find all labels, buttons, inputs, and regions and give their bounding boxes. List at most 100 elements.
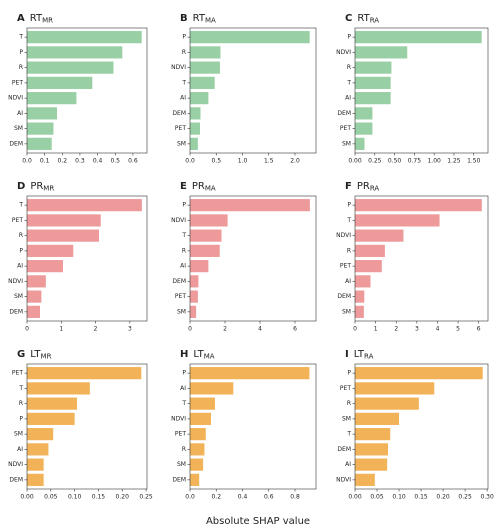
title-subscript: MA [205,17,216,25]
x-tick-label: 0.05 [370,494,384,501]
panel-title: D PRMR [17,181,54,193]
y-tick-label: DEM [337,446,351,453]
bar [355,31,482,44]
bar [190,443,205,456]
x-tick-label: 0.25 [139,494,153,501]
title-subscript: MA [204,353,215,361]
title-main: PR [192,181,205,192]
bar [355,290,365,303]
y-tick-label: NDVI [336,232,351,239]
bar [190,397,215,410]
bar [190,290,198,303]
bar [190,46,221,59]
y-tick-label: T [181,400,186,407]
y-tick-label: SM [342,415,351,422]
title-subscript: MR [42,17,53,25]
bar [27,428,54,441]
y-tick-label: NDVI [171,217,186,224]
y-tick-label: T [346,217,351,224]
x-tick-label: 0.25 [368,158,382,165]
bar [355,473,375,486]
panel-title: H LTMA [180,349,215,361]
x-tick-label: 0.0 [22,158,32,165]
bar [27,367,142,380]
x-tick-label: 0.15 [92,494,106,501]
y-tick-label: PET [175,125,186,132]
axis-frame [189,27,317,154]
panel-title: E PRMA [180,181,216,193]
panel-letter: A [17,13,25,24]
y-tick-label: P [182,370,186,377]
title-subscript: MA [205,185,216,193]
bar [355,305,364,318]
title-main: RT [30,13,43,24]
y-tick-label: PET [340,385,351,392]
title-subscript: MR [43,185,54,193]
x-tick-label: 0.0 [185,158,195,165]
bar [190,92,209,105]
y-tick-label: PET [340,125,351,132]
y-tick-label: P [347,370,351,377]
bar [27,61,114,74]
bar [190,244,220,257]
y-tick-label: R [347,247,351,254]
bar [27,76,93,89]
x-tick-label: 4 [436,326,440,333]
y-tick-label: SM [14,293,23,300]
bar [355,244,385,257]
bar [27,122,54,135]
x-tick-label: 1.50 [467,158,481,165]
x-tick-label: 1 [59,326,63,333]
bar [190,61,220,74]
x-tick-label: 0.2 [58,158,68,165]
bar [27,260,63,273]
y-tick-label: DEM [172,110,186,117]
bar [190,458,204,471]
title-subscript: RA [370,17,380,25]
y-tick-label: R [347,400,351,407]
x-tick-label: 0.00 [348,158,362,165]
y-tick-label: R [19,64,23,71]
title-main: LT [193,349,204,360]
bar [190,275,199,288]
y-tick-label: R [182,247,186,254]
y-tick-label: NDVI [336,476,351,483]
bar [355,412,400,425]
y-tick-label: AI [17,263,23,270]
bar [27,31,142,44]
title-main: RT [193,13,206,24]
bar [355,199,482,212]
y-tick-label: SM [177,140,186,147]
x-tick-label: 0.00 [348,494,362,501]
bar [27,473,44,486]
axis-frame [26,195,148,322]
y-tick-label: PET [175,293,186,300]
y-tick-label: PET [12,217,23,224]
bar [190,107,201,120]
bar [190,473,200,486]
y-tick-label: T [346,431,351,438]
x-tick-label: 0.2 [211,494,221,501]
y-tick-label: R [19,400,23,407]
axis-frame [26,27,148,154]
y-tick-label: SM [177,461,186,468]
x-tick-label: 0.00 [20,494,34,501]
bar [355,122,373,135]
panel-letter: D [17,181,25,192]
panel-title: A RTMR [17,13,53,25]
bar [355,428,391,441]
x-tick-label: 0.05 [44,494,58,501]
bar [190,305,197,318]
title-subscript: MR [41,353,52,361]
x-tick-label: 0.3 [75,158,85,165]
y-tick-label: T [181,232,186,239]
bar [355,260,382,273]
y-tick-label: T [346,79,351,86]
x-tick-label: 0.15 [414,494,428,501]
x-tick-label: 0.8 [290,494,300,501]
y-tick-label: NDVI [171,64,186,71]
title-main: LT [354,349,365,360]
y-tick-label: P [347,34,351,41]
y-tick-label: P [19,247,23,254]
